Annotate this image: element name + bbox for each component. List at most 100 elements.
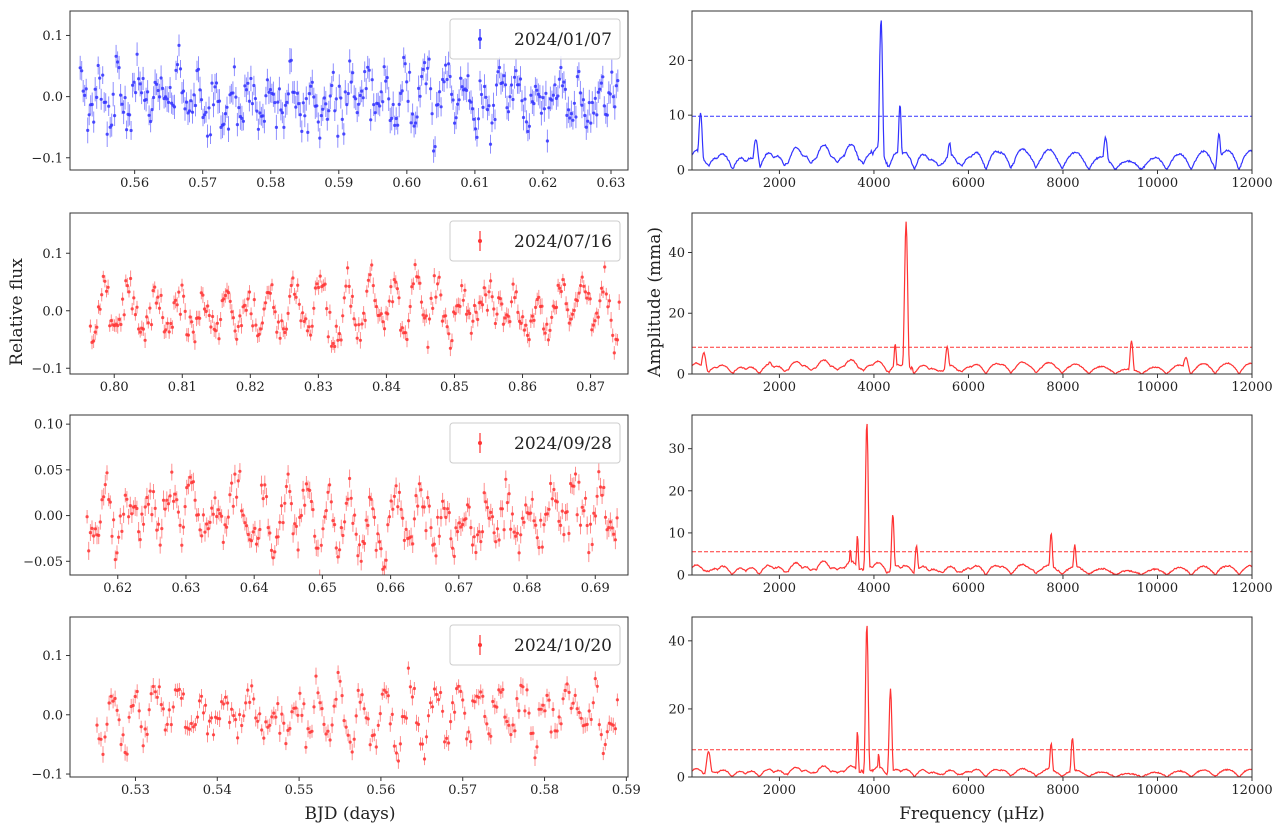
data-point (548, 328, 552, 332)
data-point (213, 85, 217, 89)
data-point (155, 82, 159, 86)
data-point (511, 97, 515, 102)
data-point (564, 302, 568, 306)
data-point (372, 515, 377, 520)
data-point (187, 109, 192, 113)
data-point (517, 551, 521, 555)
data-point (445, 325, 449, 329)
data-point (410, 695, 414, 699)
data-point (536, 92, 541, 96)
data-point (265, 78, 269, 82)
data-point (257, 332, 261, 336)
data-point (542, 523, 546, 527)
data-point (294, 105, 298, 109)
data-point (250, 102, 254, 106)
data-point (613, 538, 618, 542)
lightcurve-3: 0.62 0.63 0.64 0.65 0.66 0.67 0.68 0.69 −0.05 0.0… (23, 414, 629, 596)
legend-box (449, 18, 621, 60)
data-point (196, 513, 200, 517)
legend-marker (478, 441, 482, 445)
data-point (150, 513, 154, 517)
data-point (181, 525, 185, 529)
data-point (557, 519, 561, 523)
data-point (298, 691, 302, 695)
data-point (282, 125, 286, 129)
data-point (303, 114, 307, 118)
data-point (191, 330, 195, 334)
data-point (532, 519, 536, 523)
data-point (98, 520, 102, 524)
data-point (346, 91, 350, 96)
data-point (472, 117, 476, 121)
data-point (221, 540, 225, 545)
data-point (323, 515, 327, 519)
data-point (256, 719, 260, 723)
data-point (140, 91, 144, 95)
data-point (209, 716, 214, 720)
data-point (177, 290, 181, 294)
data-point (216, 508, 220, 512)
data-point (539, 518, 543, 522)
data-point (104, 289, 109, 293)
data-point (165, 498, 169, 502)
data-point (295, 91, 299, 95)
data-point (539, 707, 543, 711)
y-tick-label: 20 (668, 484, 685, 499)
data-point (204, 309, 208, 314)
data-point (441, 709, 445, 713)
x-tick-label: 2000 (763, 783, 796, 798)
data-point (595, 494, 599, 498)
data-point (316, 691, 320, 695)
data-point (188, 475, 192, 479)
data-point (615, 516, 619, 520)
y-tick-label: 0.1 (42, 29, 63, 44)
data-point (280, 111, 284, 115)
data-point (379, 90, 383, 94)
data-point (135, 689, 139, 694)
data-point (525, 688, 529, 692)
data-point (156, 88, 160, 93)
data-point (235, 495, 239, 499)
data-point (390, 712, 394, 717)
data-point (338, 548, 342, 552)
data-point (603, 742, 607, 747)
data-point (550, 497, 554, 501)
data-point (291, 532, 295, 536)
data-point (149, 692, 153, 696)
data-point (254, 323, 258, 327)
data-point (489, 279, 493, 283)
data-point (178, 67, 183, 71)
data-point (138, 538, 142, 542)
data-point (153, 506, 157, 510)
data-point (484, 95, 488, 99)
data-point (569, 112, 574, 116)
data-point (183, 505, 187, 509)
axes-frame (691, 212, 1253, 375)
data-point (143, 727, 147, 731)
data-point (146, 90, 150, 94)
data-point (357, 323, 361, 327)
data-point (268, 88, 272, 92)
data-point (161, 86, 165, 90)
data-point (302, 702, 306, 706)
data-point (250, 684, 254, 688)
data-point (480, 530, 485, 534)
data-point (352, 317, 356, 321)
plot-area (85, 463, 619, 575)
data-point (587, 551, 591, 555)
data-point (115, 708, 119, 713)
data-point (313, 286, 317, 290)
data-point (290, 710, 294, 714)
data-point (397, 490, 401, 494)
data-point (273, 550, 277, 554)
data-point (230, 707, 234, 711)
plot-area (78, 34, 620, 163)
data-point (508, 95, 512, 99)
data-point (316, 120, 320, 124)
data-point (585, 296, 589, 300)
data-point (449, 537, 453, 541)
data-point (443, 740, 447, 744)
data-point (330, 723, 334, 727)
x-tick-label: 0.68 (513, 581, 542, 596)
data-point (521, 115, 526, 120)
